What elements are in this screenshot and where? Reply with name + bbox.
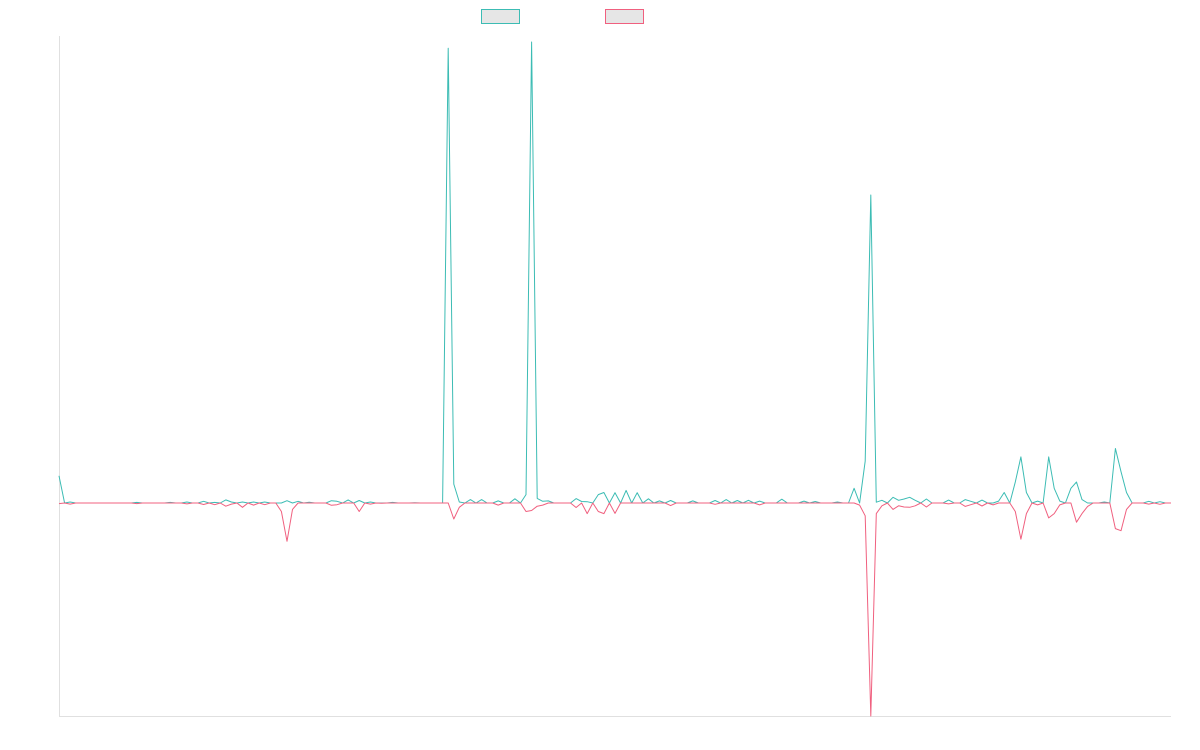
legend-swatch-series-1[interactable]	[481, 9, 520, 24]
series-layer	[58, 41, 1171, 717]
legend	[0, 9, 1200, 27]
axes	[59, 36, 1171, 717]
series-line-2	[58, 502, 1171, 717]
legend-swatch-series-2[interactable]	[605, 9, 644, 24]
series-line-1	[58, 41, 1171, 504]
